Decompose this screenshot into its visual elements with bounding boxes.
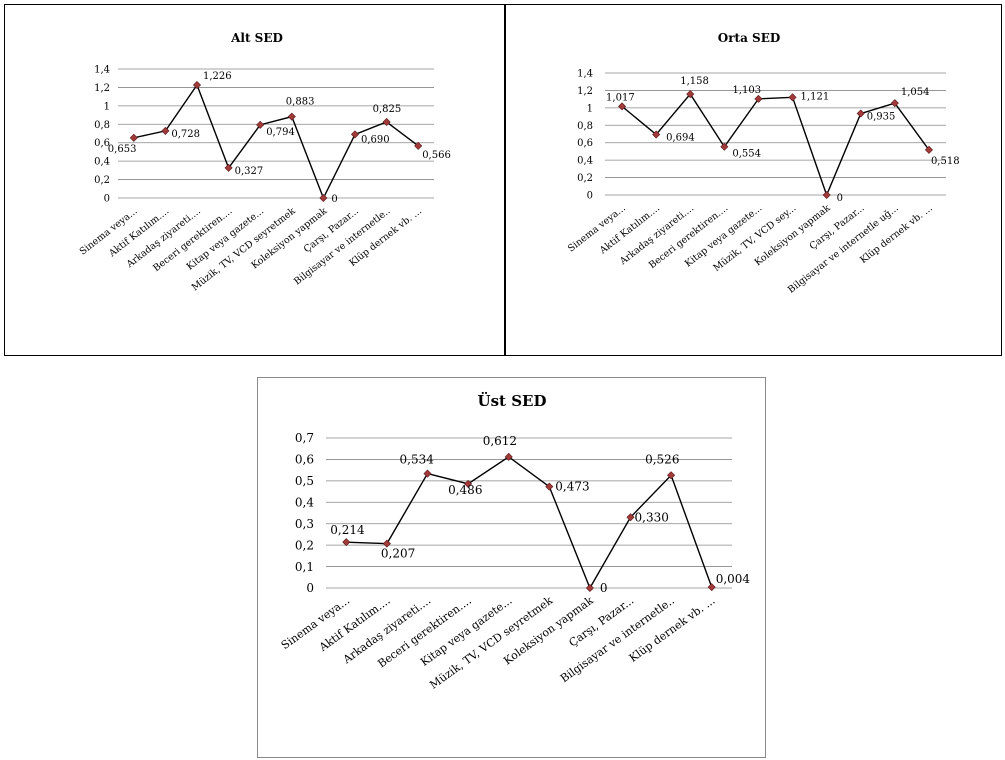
y-tick-label-ust: 0,3 bbox=[295, 517, 314, 531]
chart-title-alt: Alt SED bbox=[230, 31, 283, 45]
chart-panel-alt-sed: Alt SED 0 0,2 0,4 0,6 0,8 1 1,2 1,4 0,653 0,728 1,2… bbox=[4, 4, 505, 356]
y-tick-label-alt: 1 bbox=[104, 101, 110, 112]
data-point-alt bbox=[350, 130, 360, 139]
y-tick-label-orta: 1,2 bbox=[577, 86, 593, 97]
data-point-ust bbox=[423, 469, 432, 478]
chart-ust-sed-svg: Üst SED 0 0,1 0,2 0,3 0,4 0,5 0,6 0,7 0,214 0,207 0… bbox=[279, 391, 751, 692]
data-label-ust: 0,486 bbox=[448, 483, 482, 497]
category-label-orta: Sinema veya... bbox=[566, 203, 628, 255]
category-label-ust: Sinema veya... bbox=[279, 594, 352, 652]
y-tick-label-alt: 0,2 bbox=[94, 175, 110, 186]
y-tick-label-alt: 1,2 bbox=[94, 83, 110, 94]
data-label-orta: 1,017 bbox=[606, 92, 635, 103]
series-line-alt bbox=[133, 83, 419, 200]
data-point-alt bbox=[414, 141, 423, 150]
data-label-orta: 0 bbox=[837, 193, 843, 204]
y-tick-label-ust: 0,6 bbox=[295, 453, 314, 467]
data-label-alt: 0,883 bbox=[286, 97, 315, 108]
data-point-orta bbox=[686, 90, 695, 99]
data-label-ust: 0,526 bbox=[645, 452, 679, 466]
data-point-ust bbox=[545, 482, 554, 491]
y-tick-label-orta: 0 bbox=[587, 191, 593, 202]
series-line-ust bbox=[346, 456, 713, 590]
y-tick-label-ust: 0,4 bbox=[295, 495, 314, 509]
data-point-alt bbox=[256, 120, 265, 129]
y-tick-label-ust: 0 bbox=[306, 581, 314, 595]
data-point-orta bbox=[652, 130, 661, 139]
data-point-orta bbox=[822, 190, 831, 200]
data-label-ust: 0,207 bbox=[381, 547, 415, 561]
data-point-ust bbox=[626, 513, 635, 522]
y-tick-label-ust: 0,5 bbox=[295, 474, 314, 488]
chart-orta-sed-svg: Orta SED 0 0,2 0,4 0,6 0,8 1 1,2 1,4 1,017 0,694 1,… bbox=[566, 31, 960, 296]
chart-panel-orta-sed: Orta SED 0 0,2 0,4 0,6 0,8 1 1,2 1,4 1,017 0,694 1,… bbox=[505, 4, 1002, 356]
data-point-ust bbox=[585, 583, 594, 593]
y-tick-label-alt: 0,6 bbox=[94, 138, 110, 149]
data-point-orta bbox=[754, 94, 763, 103]
data-label-alt: 0,566 bbox=[422, 150, 451, 161]
data-point-alt bbox=[382, 117, 391, 127]
data-label-orta: 1,121 bbox=[801, 91, 830, 102]
data-point-alt bbox=[192, 81, 202, 90]
data-label-alt: 0,327 bbox=[235, 166, 264, 177]
y-tick-label-ust: 0,2 bbox=[295, 538, 314, 552]
y-tick-label-orta: 1,4 bbox=[577, 69, 593, 80]
y-tick-label-alt: 0,8 bbox=[94, 120, 110, 131]
y-tick-label-orta: 0,2 bbox=[577, 173, 593, 184]
data-point-orta bbox=[788, 93, 797, 102]
data-label-orta: 0,518 bbox=[931, 156, 960, 167]
data-point-alt bbox=[129, 133, 138, 142]
data-label-alt: 0,794 bbox=[266, 127, 295, 138]
data-point-ust bbox=[464, 479, 473, 488]
data-point-alt bbox=[161, 126, 170, 135]
data-label-alt: 0,653 bbox=[108, 144, 137, 155]
y-tick-label-alt: 1,4 bbox=[94, 65, 110, 76]
data-label-orta: 1,158 bbox=[680, 76, 709, 87]
data-point-ust bbox=[342, 538, 351, 547]
data-point-orta bbox=[924, 145, 933, 154]
series-line-orta bbox=[621, 92, 930, 197]
data-label-orta: 0,554 bbox=[732, 149, 761, 160]
chart-panel-ust-sed: Üst SED 0 0,1 0,2 0,3 0,4 0,5 0,6 0,7 0,214 0,207 0… bbox=[257, 377, 766, 758]
data-point-orta bbox=[720, 142, 729, 151]
data-label-ust: 0,534 bbox=[400, 453, 435, 467]
data-label-ust: 0,612 bbox=[483, 434, 517, 448]
data-label-orta: 0,694 bbox=[666, 133, 695, 144]
data-label-ust: 0,214 bbox=[330, 523, 365, 537]
data-label-ust: 0,330 bbox=[635, 510, 669, 524]
data-label-alt: 0,728 bbox=[171, 129, 200, 140]
data-label-orta: 1,054 bbox=[901, 87, 930, 98]
data-label-alt: 0 bbox=[331, 194, 337, 205]
y-tick-label-orta: 1 bbox=[587, 103, 593, 114]
data-label-alt: 0,825 bbox=[373, 104, 402, 115]
chart-title-orta: Orta SED bbox=[718, 31, 781, 45]
data-point-orta bbox=[618, 102, 627, 111]
data-point-orta bbox=[890, 99, 899, 108]
data-label-orta: 0,935 bbox=[867, 112, 896, 123]
data-label-orta: 1,103 bbox=[732, 85, 761, 96]
data-point-ust bbox=[382, 539, 391, 548]
data-point-alt bbox=[319, 193, 328, 203]
data-point-ust bbox=[504, 452, 513, 461]
chart-title-ust: Üst SED bbox=[478, 391, 547, 410]
data-label-alt: 1,226 bbox=[203, 71, 232, 82]
data-label-ust: 0,473 bbox=[555, 480, 589, 494]
data-label-ust: 0 bbox=[600, 581, 608, 595]
data-label-alt: 0,690 bbox=[361, 134, 390, 145]
y-tick-label-orta: 0,8 bbox=[577, 121, 593, 132]
y-tick-label-ust: 0,1 bbox=[295, 560, 314, 574]
y-tick-label-orta: 0,4 bbox=[577, 156, 593, 167]
y-tick-label-alt: 0 bbox=[104, 194, 110, 205]
data-point-alt bbox=[287, 112, 296, 121]
data-point-ust bbox=[667, 471, 676, 480]
data-point-orta bbox=[856, 109, 865, 118]
y-tick-label-alt: 0,4 bbox=[94, 157, 110, 168]
data-label-ust: 0,004 bbox=[716, 572, 751, 586]
data-point-alt bbox=[224, 163, 233, 172]
data-point-ust bbox=[707, 583, 716, 592]
chart-alt-sed-svg: Alt SED 0 0,2 0,4 0,6 0,8 1 1,2 1,4 0,653 0,728 1,2… bbox=[78, 31, 451, 293]
y-tick-label-ust: 0,7 bbox=[295, 431, 314, 445]
y-tick-label-orta: 0,6 bbox=[577, 138, 593, 149]
